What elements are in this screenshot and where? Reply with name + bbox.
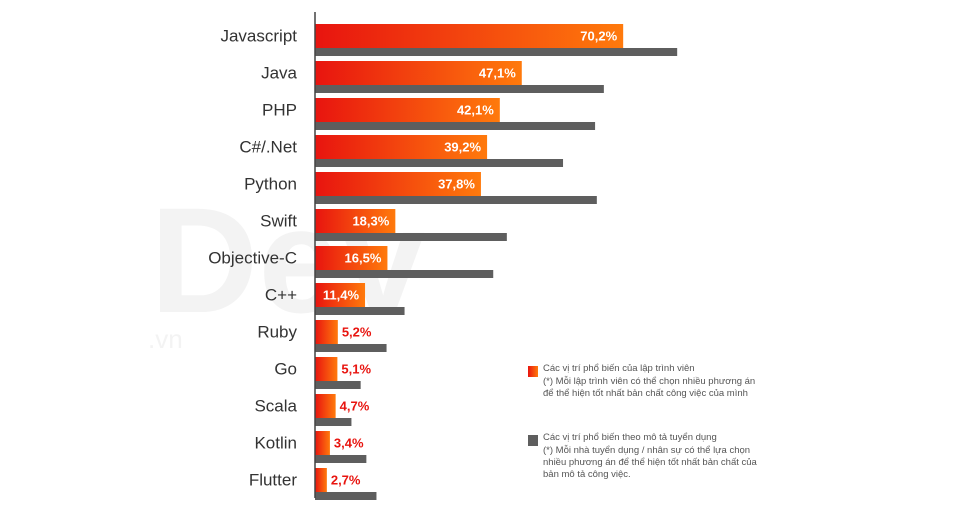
category-labels: Javascript Java PHP C#/.Net Python Swift Objec…	[208, 26, 297, 489]
bar-orange-c-net	[315, 135, 488, 159]
bar-orange-scala	[315, 394, 336, 418]
bar-orange-objective-c	[315, 246, 388, 270]
value-labels: 70,2% 47,1% 42,1% 39,2% 37,8% 18,3% 16,5% 11,4%…	[323, 28, 618, 487]
bar-gray-c-	[315, 307, 405, 315]
value-label-python: 37,8%	[438, 176, 475, 191]
bar-gray-python	[315, 196, 597, 204]
category-label-kotlin: Kotlin	[254, 433, 297, 452]
legend-note-gray: (*) Mỗi nhà tuyển dụng / nhân sự có thể …	[543, 445, 757, 480]
bar-orange-kotlin	[315, 431, 330, 455]
bar-gray-flutter	[315, 492, 377, 500]
bar-orange-go	[315, 357, 338, 381]
bar-gray-objective-c	[315, 270, 494, 278]
category-label-c-net: C#/.Net	[239, 137, 297, 156]
value-label-c-net: 39,2%	[444, 139, 481, 154]
bar-orange-swift	[315, 209, 396, 233]
value-label-go: 5,1%	[341, 361, 371, 376]
value-label-kotlin: 3,4%	[334, 435, 364, 450]
bar-gray-java	[315, 85, 604, 93]
legend-swatch-orange	[528, 366, 538, 377]
bar-gray-swift	[315, 233, 507, 241]
legend-title-gray: Các vị trí phổ biến theo mô tả tuyển dụn…	[543, 432, 717, 443]
legend-title-orange: Các vị trí phổ biến của lập trình viên	[543, 363, 695, 374]
bars	[315, 24, 678, 500]
value-label-php: 42,1%	[457, 102, 494, 117]
value-label-c-: 11,4%	[323, 287, 360, 302]
bar-orange-java	[315, 61, 522, 85]
category-label-java: Java	[261, 63, 297, 82]
watermark-suffix: .vn	[148, 324, 183, 354]
category-label-swift: Swift	[260, 211, 297, 230]
bar-orange-ruby	[315, 320, 338, 344]
legend-swatch-gray	[528, 435, 538, 446]
value-label-ruby: 5,2%	[342, 324, 372, 339]
bar-orange-php	[315, 98, 500, 122]
legend-note-orange: (*) Mỗi lập trình viên có thể chọn nhiều…	[543, 376, 756, 399]
legend-item-orange: Các vị trí phổ biến của lập trình viên (…	[528, 363, 760, 400]
bar-gray-javascript	[315, 48, 678, 56]
bar-orange-c-	[315, 283, 366, 307]
bar-gray-scala	[315, 418, 352, 426]
value-label-javascript: 70,2%	[580, 28, 617, 43]
bar-gray-c-net	[315, 159, 564, 167]
bar-gray-php	[315, 122, 596, 130]
category-label-ruby: Ruby	[257, 322, 297, 341]
category-label-go: Go	[274, 359, 297, 378]
bar-orange-flutter	[315, 468, 327, 492]
category-label-scala: Scala	[254, 396, 297, 415]
value-label-java: 47,1%	[479, 65, 516, 80]
category-label-php: PHP	[262, 100, 297, 119]
bar-gray-ruby	[315, 344, 387, 352]
category-label-javascript: Javascript	[220, 26, 297, 45]
value-label-objective-c: 16,5%	[345, 250, 382, 265]
value-label-flutter: 2,7%	[331, 472, 361, 487]
category-label-c-: C++	[265, 285, 297, 304]
category-label-flutter: Flutter	[249, 470, 298, 489]
category-label-python: Python	[244, 174, 297, 193]
bar-orange-python	[315, 172, 481, 196]
category-label-objective-c: Objective-C	[208, 248, 297, 267]
value-label-swift: 18,3%	[352, 213, 389, 228]
legend-item-gray: Các vị trí phổ biến theo mô tả tuyển dụn…	[528, 432, 760, 481]
bar-gray-go	[315, 381, 361, 389]
value-label-scala: 4,7%	[340, 398, 370, 413]
bar-orange-javascript	[315, 24, 624, 48]
bar-gray-kotlin	[315, 455, 367, 463]
